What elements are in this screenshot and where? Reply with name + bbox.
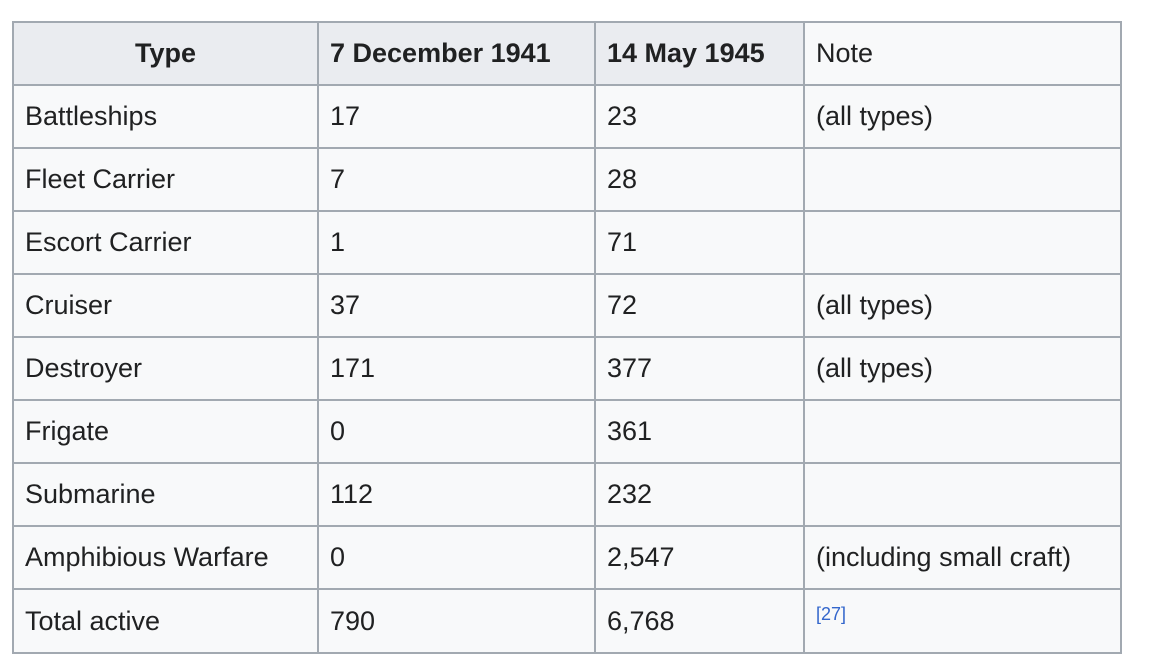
cell-1941: 790 — [317, 588, 596, 654]
cell-note: (all types) — [803, 273, 1122, 338]
cell-type: Cruiser — [12, 273, 319, 338]
cell-1945: 23 — [594, 84, 805, 149]
cell-1945: 232 — [594, 462, 805, 527]
cell-1941: 1 — [317, 210, 596, 275]
cell-1941: 0 — [317, 525, 596, 590]
cell-note — [803, 462, 1122, 527]
cell-note — [803, 210, 1122, 275]
cell-type: Frigate — [12, 399, 319, 464]
column-header-type: Type — [12, 21, 319, 86]
cell-type: Submarine — [12, 462, 319, 527]
table-row-amphibious-warfare: Amphibious Warfare 0 2,547 (including sm… — [12, 525, 1122, 590]
cell-1941: 17 — [317, 84, 596, 149]
cell-1945: 361 — [594, 399, 805, 464]
cell-type: Amphibious Warfare — [12, 525, 319, 590]
cell-type: Fleet Carrier — [12, 147, 319, 212]
citation-superscript: [27] — [816, 604, 846, 624]
cell-1941: 7 — [317, 147, 596, 212]
cell-1945: 2,547 — [594, 525, 805, 590]
cell-1941: 37 — [317, 273, 596, 338]
fleet-strength-table: Type 7 December 1941 14 May 1945 Note Ba… — [12, 21, 1122, 654]
table-row-destroyer: Destroyer 171 377 (all types) — [12, 336, 1122, 401]
cell-note — [803, 147, 1122, 212]
table-row-submarine: Submarine 112 232 — [12, 462, 1122, 527]
table-row-cruiser: Cruiser 37 72 (all types) — [12, 273, 1122, 338]
cell-1941: 0 — [317, 399, 596, 464]
cell-type: Battleships — [12, 84, 319, 149]
cell-note: (all types) — [803, 84, 1122, 149]
cell-note: (all types) — [803, 336, 1122, 401]
cell-1945: 377 — [594, 336, 805, 401]
cell-1945: 28 — [594, 147, 805, 212]
column-header-1941: 7 December 1941 — [317, 21, 596, 86]
table-row-fleet-carrier: Fleet Carrier 7 28 — [12, 147, 1122, 212]
cell-note — [803, 399, 1122, 464]
cell-type: Destroyer — [12, 336, 319, 401]
column-header-1945: 14 May 1945 — [594, 21, 805, 86]
cell-1941: 112 — [317, 462, 596, 527]
cell-1941: 171 — [317, 336, 596, 401]
cell-1945: 6,768 — [594, 588, 805, 654]
header-row: Type 7 December 1941 14 May 1945 Note — [12, 21, 1122, 86]
table-row-escort-carrier: Escort Carrier 1 71 — [12, 210, 1122, 275]
cell-note: [27] — [803, 588, 1122, 654]
table-row-frigate: Frigate 0 361 — [12, 399, 1122, 464]
table-row-battleships: Battleships 17 23 (all types) — [12, 84, 1122, 149]
cell-note: (including small craft) — [803, 525, 1122, 590]
cell-type: Total active — [12, 588, 319, 654]
column-header-note: Note — [803, 21, 1122, 86]
cell-type: Escort Carrier — [12, 210, 319, 275]
cell-1945: 71 — [594, 210, 805, 275]
citation-link-27[interactable]: [27] — [816, 604, 847, 624]
cell-1945: 72 — [594, 273, 805, 338]
table-row-total-active: Total active 790 6,768 [27] — [12, 588, 1122, 654]
